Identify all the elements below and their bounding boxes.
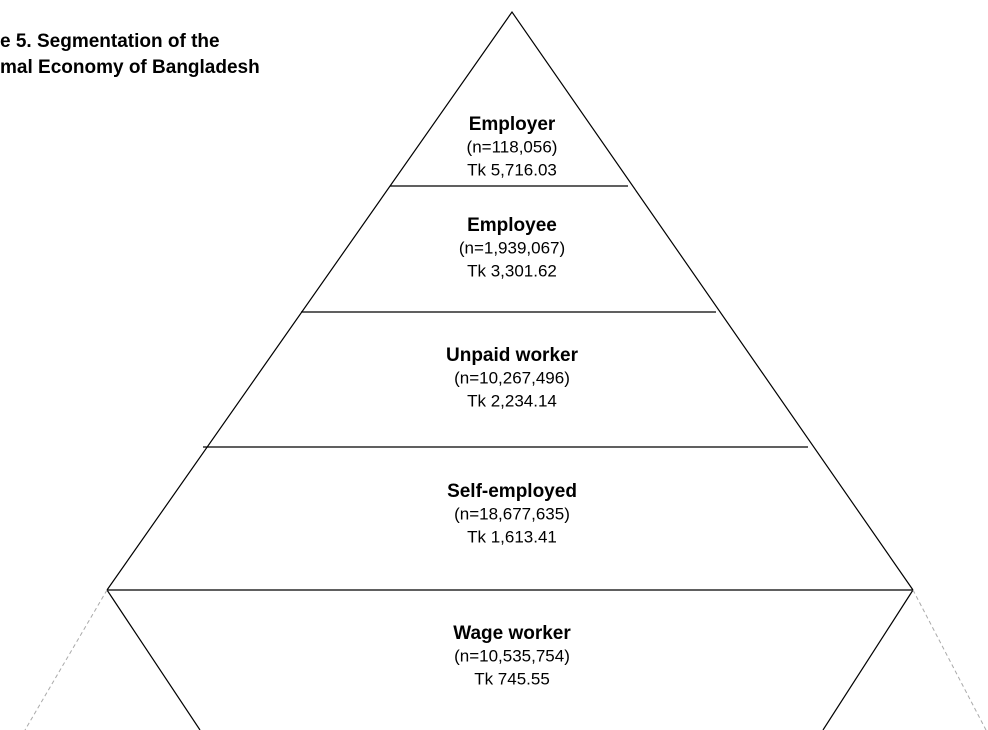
segment-income: Tk 2,234.14 (467, 391, 557, 410)
segment-income: Tk 3,301.62 (467, 261, 557, 280)
segment-count: (n=1,939,067) (459, 238, 565, 257)
segment-label: Employer (469, 114, 556, 135)
segment-labels: Employer (n=118,056) Tk 5,716.03 Employee (n… (446, 114, 579, 688)
segment-income: Tk 745.55 (474, 669, 550, 688)
pyramid-outline (106, 10, 914, 591)
segment-label: Unpaid worker (446, 345, 579, 366)
bottom-edge (106, 589, 201, 730)
title-line: mal Economy of Bangladesh (0, 57, 260, 78)
segment-label: Employee (467, 215, 557, 236)
segment-count: (n=10,267,496) (454, 368, 570, 387)
segment-count: (n=10,535,754) (454, 646, 570, 665)
title-line: e 5. Segmentation of the (0, 31, 220, 52)
segment-income: Tk 1,613.41 (467, 527, 557, 546)
segment-label: Self-employed (447, 481, 577, 502)
dashed-guide (912, 589, 987, 730)
dashed-guide (24, 589, 108, 730)
segment-income: Tk 5,716.03 (467, 160, 557, 179)
segment-count: (n=118,056) (467, 137, 558, 156)
segment-count: (n=18,677,635) (454, 504, 570, 523)
segment-label: Wage worker (453, 623, 571, 644)
bottom-edge (822, 589, 914, 730)
